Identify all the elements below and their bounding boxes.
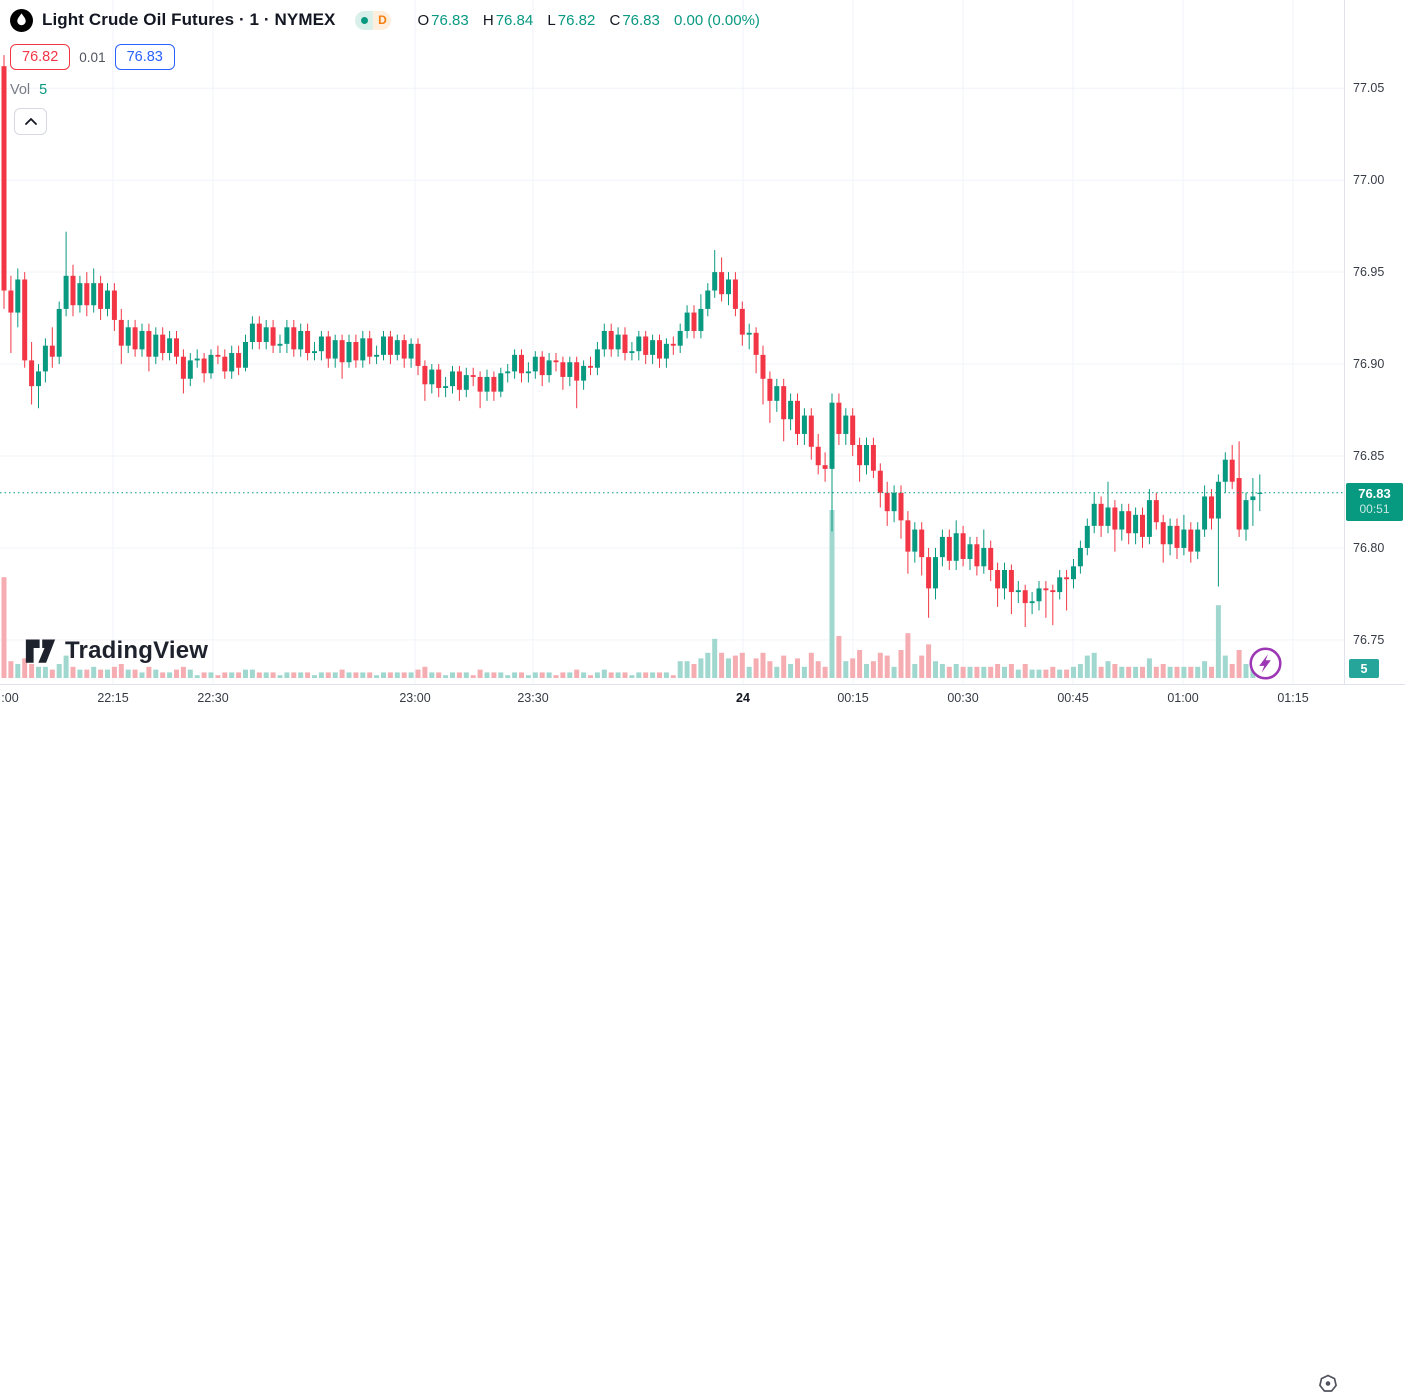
- time-tick-label: 23:30: [517, 691, 549, 705]
- time-tick-label: 00:30: [947, 691, 979, 705]
- price-axis[interactable]: 77.05 77.00 76.95 76.90 76.85 76.80 76.75: [1344, 0, 1405, 684]
- time-tick-label: 00:45: [1057, 691, 1089, 705]
- price-tick-label: 76.80: [1353, 540, 1385, 555]
- tradingview-logo-icon: [25, 638, 56, 663]
- buy-button[interactable]: 76.83: [114, 44, 175, 70]
- candlestick-series: [1, 55, 1263, 627]
- close-value: 76.83: [622, 11, 660, 29]
- open-label: O: [417, 11, 430, 29]
- settings-icon[interactable]: [1316, 1372, 1340, 1396]
- low-label: L: [547, 11, 556, 29]
- chevron-up-icon: [24, 118, 37, 125]
- watermark-text: TradingView: [65, 637, 209, 664]
- grid-lines: [0, 0, 1344, 684]
- close-label: C: [609, 11, 621, 29]
- price-tick-label: 76.95: [1353, 265, 1385, 280]
- market-open-dot-icon: [360, 16, 368, 24]
- last-price-value: 76.83: [1358, 485, 1391, 501]
- time-tick-label: 01:00: [1167, 691, 1199, 705]
- price-tick-label: 77.00: [1353, 173, 1385, 188]
- sell-button[interactable]: 76.82: [10, 44, 71, 70]
- volume-indicator-label: Vol: [10, 82, 31, 98]
- last-price-badge: 76.83 00:51: [1346, 482, 1403, 521]
- change-value: 0.00 (0.00%): [674, 11, 760, 29]
- ohlc-values: O 76.83 H 76.84 L 76.82 C 76.83 0.00 (0.00%): [417, 12, 759, 29]
- symbol-logo-icon: [10, 8, 33, 32]
- time-tick-label: 01:15: [1277, 691, 1309, 705]
- high-value: 76.84: [495, 11, 534, 29]
- time-tick-label: 00:15: [837, 691, 869, 705]
- open-value: 76.83: [431, 11, 469, 29]
- price-tick-label: 76.90: [1353, 357, 1385, 372]
- time-tick-label: 22:30: [197, 691, 229, 705]
- market-status-timeframe-pill[interactable]: D: [355, 10, 392, 30]
- collapse-legend-button[interactable]: [14, 108, 47, 135]
- lightning-icon[interactable]: [1248, 646, 1283, 681]
- time-axis[interactable]: :00 22:15 22:30 23:00 23:30 24 00:15 00:30 00:45…: [0, 684, 1405, 1392]
- volume-axis-badge: 5: [1349, 659, 1379, 678]
- bar-countdown: 00:51: [1359, 502, 1390, 517]
- price-tick-label: 77.05: [1353, 81, 1385, 96]
- candlestick-chart-canvas[interactable]: [0, 0, 1344, 684]
- price-tick-label: 76.85: [1353, 449, 1385, 463]
- time-tick-label: 23:00: [399, 691, 431, 705]
- high-label: H: [482, 11, 494, 29]
- low-value: 76.82: [557, 11, 596, 29]
- spread-value: 0.01: [79, 49, 106, 65]
- price-tick-label: 76.75: [1353, 632, 1385, 647]
- time-tick-label: 24: [736, 691, 750, 705]
- timeframe-badge[interactable]: D: [373, 10, 392, 30]
- tradingview-watermark: TradingView: [25, 637, 208, 665]
- time-tick-label: 22:15: [97, 691, 129, 705]
- symbol-title[interactable]: Light Crude Oil Futures · 1 · NYMEX: [42, 10, 336, 29]
- volume-series: [1, 510, 1263, 678]
- time-tick-label: :00: [1, 691, 19, 705]
- volume-indicator-value: 5: [39, 82, 48, 98]
